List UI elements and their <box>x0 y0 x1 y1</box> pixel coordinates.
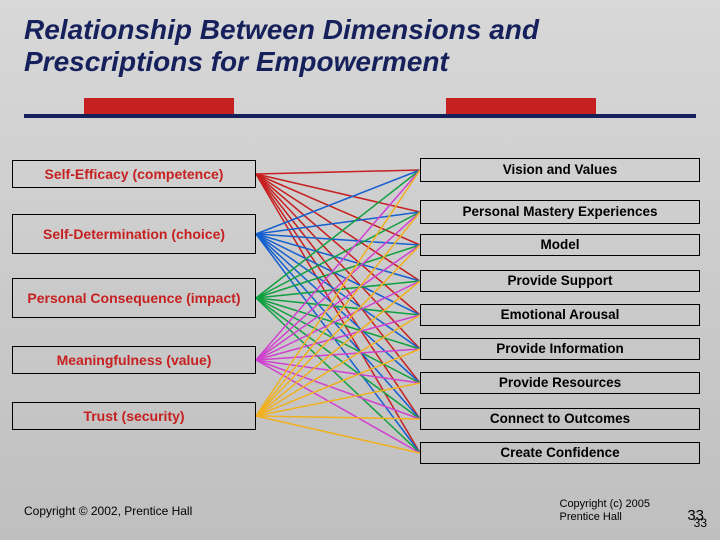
copyright-right-line1: Copyright (c) 2005 <box>560 498 651 510</box>
title-underline-group <box>24 98 696 120</box>
left-box-1: Self-Determination (choice) <box>12 214 256 254</box>
right-box-0: Vision and Values <box>420 158 700 182</box>
left-box-4: Trust (security) <box>12 402 256 430</box>
page-number-shadow: 33 <box>694 516 707 530</box>
right-box-6: Provide Resources <box>420 372 700 394</box>
title-underline <box>24 114 696 118</box>
left-box-2: Personal Consequence (impact) <box>12 278 256 318</box>
right-box-5: Provide Information <box>420 338 700 360</box>
page-number: 33 33 <box>687 507 704 524</box>
copyright-right-line2: Prentice Hall <box>560 511 622 523</box>
slide-title: Relationship Between Dimensions and Pres… <box>24 14 696 78</box>
right-box-2: Model <box>420 234 700 256</box>
right-box-4: Emotional Arousal <box>420 304 700 326</box>
left-box-3: Meaningfulness (value) <box>12 346 256 374</box>
copyright-left: Copyright © 2002, Prentice Hall <box>24 504 192 518</box>
copyright-right: Copyright (c) 2005 Prentice Hall <box>560 498 651 524</box>
diagram-area: Self-Efficacy (competence) Self-Determina… <box>0 140 720 480</box>
right-box-7: Connect to Outcomes <box>420 408 700 430</box>
left-box-0: Self-Efficacy (competence) <box>12 160 256 188</box>
right-box-8: Create Confidence <box>420 442 700 464</box>
right-box-3: Provide Support <box>420 270 700 292</box>
right-box-1: Personal Mastery Experiences <box>420 200 700 224</box>
